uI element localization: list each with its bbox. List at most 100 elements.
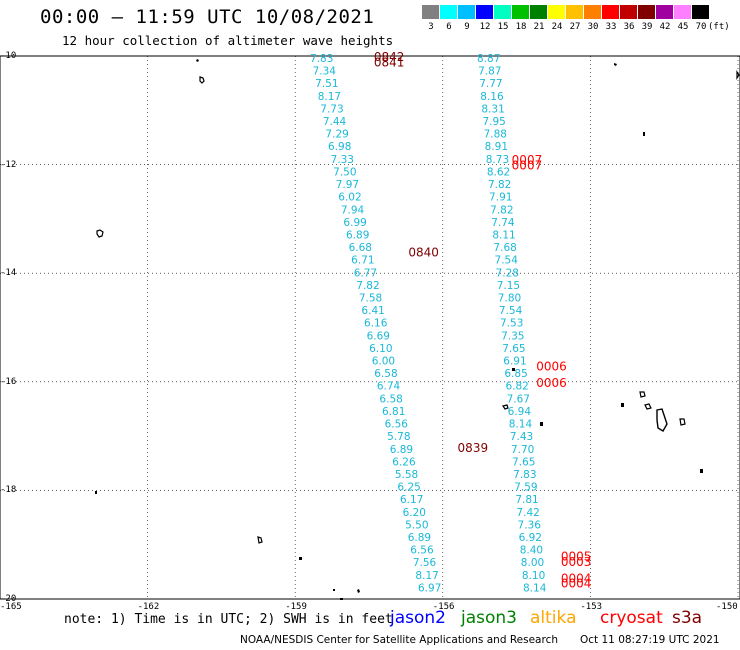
- island-outline: [700, 469, 703, 473]
- island-outline: [299, 557, 302, 560]
- wave-height-label: 7.97: [336, 179, 359, 191]
- lon-tick-label: -162: [137, 602, 160, 612]
- wave-height-label: 6.71: [351, 255, 374, 267]
- legend-entry-s3a: s3a: [672, 608, 703, 628]
- island-outline: [340, 598, 343, 600]
- island-outline: [257, 536, 263, 544]
- wave-height-label: 6.89: [346, 229, 369, 241]
- wave-height-label: 6.89: [390, 444, 413, 456]
- lat-tick-label: -16: [0, 376, 17, 387]
- island-outline: [614, 63, 617, 66]
- wave-height-label: 6.91: [503, 356, 526, 368]
- wave-height-label: 6.41: [361, 305, 384, 317]
- legend-entry-jason3: jason3: [461, 608, 517, 628]
- wave-height-label: 7.74: [491, 217, 515, 229]
- pass-time-label: 0006: [536, 376, 567, 390]
- wave-height-label: 7.36: [518, 519, 542, 531]
- wave-height-label: 7.28: [496, 267, 519, 279]
- scale-label: 15: [497, 22, 509, 32]
- island-coastlines: [95, 59, 740, 600]
- wave-height-label: 7.58: [359, 293, 382, 305]
- wave-height-label: 8.40: [520, 545, 543, 557]
- wave-height-label: 8.17: [318, 91, 341, 103]
- island-outline: [502, 404, 509, 410]
- wave-height-label: 7.73: [320, 103, 343, 115]
- wave-height-label: 7.51: [315, 78, 338, 90]
- wave-height-label: 6.02: [338, 192, 361, 204]
- scale-unit: (ft): [708, 22, 730, 32]
- wave-height-label: 6.58: [374, 368, 397, 380]
- wave-height-label: 6.16: [364, 318, 388, 330]
- altimeter-tracks: 7.837.347.518.177.737.447.296.987.337.50…: [310, 50, 591, 594]
- wave-height-label: 6.56: [410, 545, 434, 557]
- wave-height-label: 6.97: [418, 582, 441, 594]
- wave-height-label: 7.94: [341, 204, 365, 216]
- island-outline: [639, 391, 646, 398]
- island-outline: [199, 76, 205, 84]
- pass-time-label: 0007: [512, 153, 543, 167]
- wave-height-label: 6.56: [385, 419, 409, 431]
- wave-height-label: 7.83: [310, 53, 333, 65]
- wave-height-label: 7.87: [478, 66, 501, 78]
- island-outline: [512, 368, 515, 371]
- legend-entry-jason2: jason2: [390, 608, 446, 628]
- wave-height-label: 7.82: [356, 280, 379, 292]
- wave-height-label: 8.91: [485, 141, 508, 153]
- island-outline: [643, 132, 645, 136]
- scale-label: 36: [623, 22, 635, 32]
- scale-label: 9: [464, 22, 470, 32]
- wave-height-label: 7.80: [498, 293, 521, 305]
- scale-swatch: [638, 5, 656, 19]
- wave-height-label: 6.77: [354, 267, 377, 279]
- plot-frame: [0, 55, 740, 600]
- wave-height-label: 7.68: [493, 242, 516, 254]
- scale-label: 39: [641, 22, 653, 32]
- lon-tick-label: -156: [432, 602, 455, 612]
- scale-label: 70: [695, 22, 707, 32]
- scale-swatch: [656, 5, 674, 19]
- wave-height-label: 6.82: [505, 381, 528, 393]
- credit-line: NOAA/NESDIS Center for Satellite Applica…: [240, 634, 558, 646]
- scale-swatch: [476, 5, 494, 19]
- wave-height-label: 6.26: [392, 456, 416, 468]
- wave-height-label: 7.29: [325, 129, 348, 141]
- pass-time-label: 0004: [561, 571, 592, 585]
- legend-entry-altika: altika: [530, 608, 577, 628]
- wave-height-label: 6.89: [408, 532, 431, 544]
- wave-height-label: 7.15: [497, 280, 520, 292]
- wave-height-label: 7.59: [514, 482, 537, 494]
- scale-swatch: [674, 5, 692, 19]
- scale-swatch: [566, 5, 584, 19]
- page-subtitle: 12 hour collection of altimeter wave hei…: [62, 33, 394, 48]
- timestamp: Oct 11 08:27:19 UTC 2021: [580, 634, 720, 646]
- wave-height-label: 7.42: [516, 507, 539, 519]
- scale-swatch: [512, 5, 530, 19]
- scale-swatch: [584, 5, 602, 19]
- wave-height-label: 8.14: [523, 582, 547, 594]
- wave-height-label: 6.85: [504, 368, 527, 380]
- wave-height-label: 6.94: [508, 406, 532, 418]
- lat-tick-label: -10: [0, 51, 17, 61]
- wave-height-label: 7.70: [511, 444, 534, 456]
- wave-height-label: 8.31: [481, 103, 504, 115]
- wave-height-label: 7.34: [313, 66, 337, 78]
- wave-height-label: 7.77: [479, 78, 502, 90]
- island-outline: [644, 403, 652, 410]
- wave-height-label: 7.43: [510, 431, 533, 443]
- scale-label: 42: [659, 22, 671, 32]
- pass-time-label: 0842: [374, 50, 405, 64]
- wave-height-label: 7.82: [488, 179, 511, 191]
- scale-label: 12: [479, 22, 491, 32]
- wave-height-label: 6.92: [519, 532, 542, 544]
- lon-tick-label: -159: [285, 602, 307, 612]
- lat-tick-label: -20: [0, 594, 17, 604]
- lon-tick-label: -153: [580, 602, 603, 612]
- lat-tick-label: -14: [0, 268, 17, 279]
- wave-height-label: 7.91: [489, 192, 512, 204]
- scale-label: 45: [677, 22, 689, 32]
- island-outline: [357, 589, 360, 593]
- wave-height-label: 8.14: [509, 419, 533, 431]
- wave-height-label: 6.10: [369, 343, 392, 355]
- wave-height-label: 7.35: [501, 330, 524, 342]
- lon-tick-label: -150: [716, 602, 738, 612]
